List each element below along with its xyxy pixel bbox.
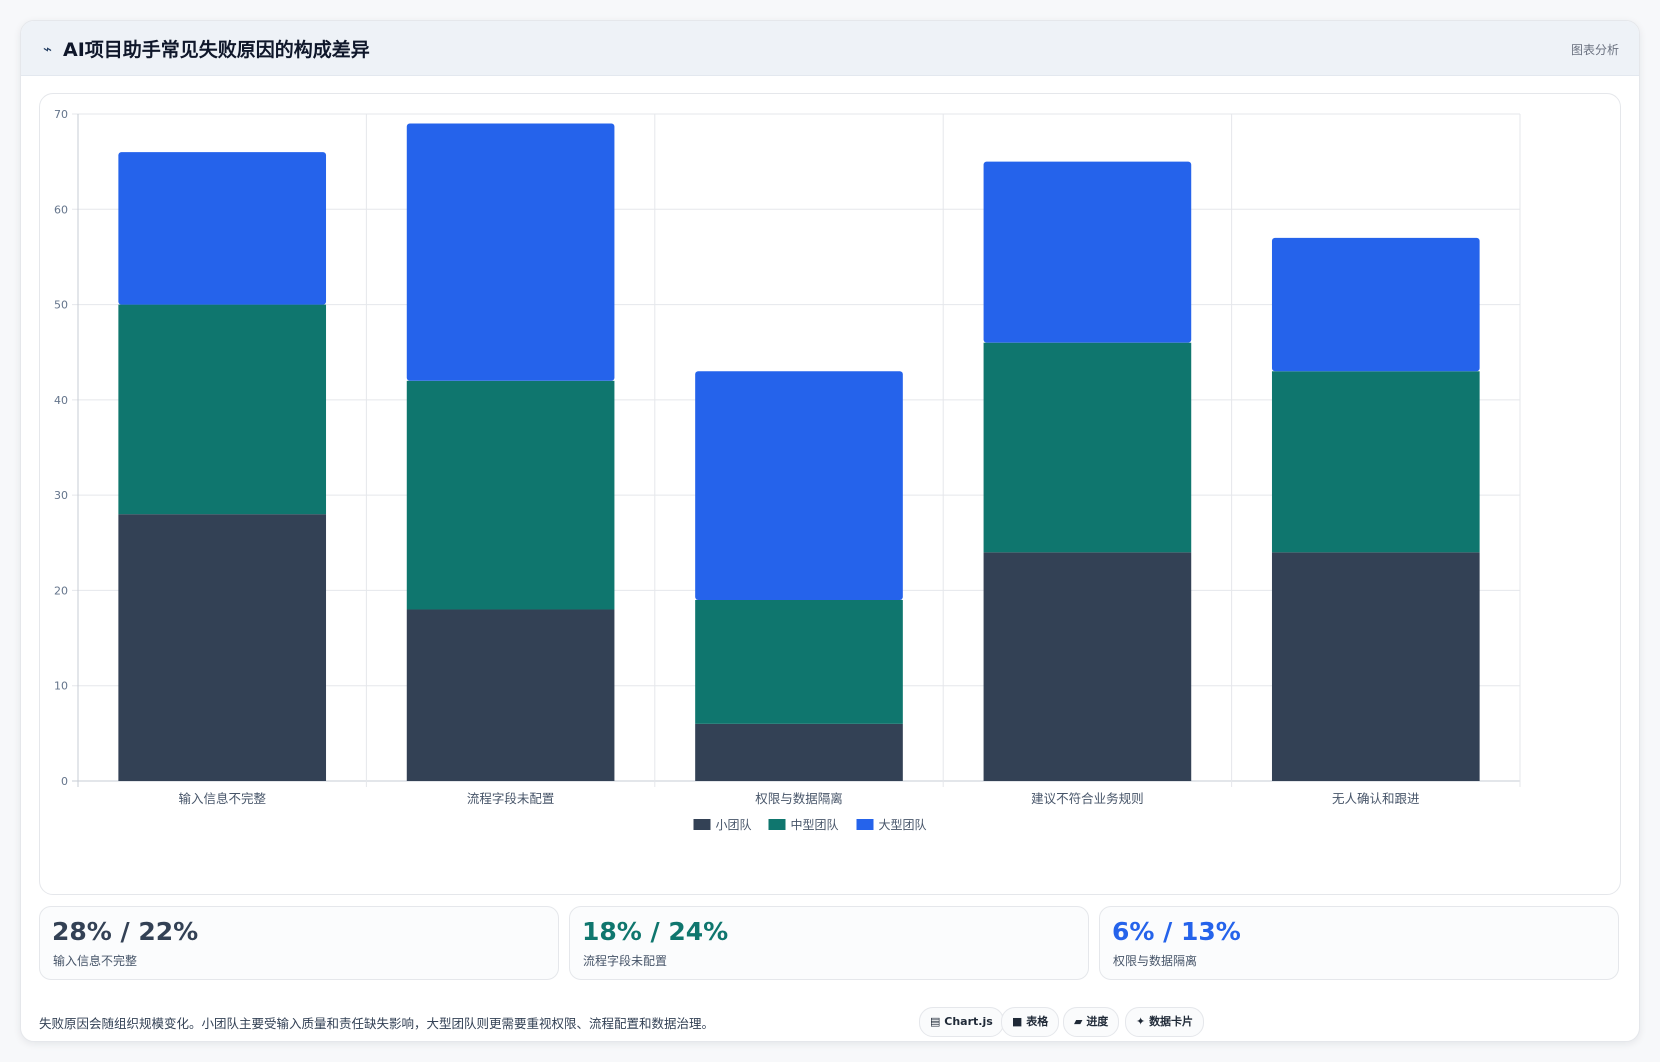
- bar-segment: [983, 161, 1192, 343]
- bar-segment: [406, 380, 615, 610]
- y-tick-label: 20: [54, 584, 68, 597]
- chip-progress[interactable]: ▰ 进度: [1063, 1007, 1120, 1037]
- table-icon: ■: [1012, 1015, 1023, 1028]
- chip-chartjs[interactable]: ▤ Chart.js: [919, 1007, 1004, 1037]
- stat-value: 18% / 24%: [582, 917, 729, 946]
- chart-panel: 0 10 20 30 40 50 60 70 输入信息不完整 流程字段未配置 权限与数据隔离 建议不符…: [39, 93, 1621, 895]
- chip-table[interactable]: ■ 表格: [1001, 1007, 1060, 1037]
- legend-label: 大型团队: [879, 817, 927, 832]
- legend-swatch: [856, 819, 874, 830]
- stat-card: 28% / 22% 输入信息不完整: [39, 906, 559, 980]
- bar-segment: [406, 609, 615, 781]
- chart-icon: ▤: [930, 1015, 941, 1028]
- footer-note: 失败原因会随组织规模变化。小团队主要受输入质量和责任缺失影响，大型团队则更需要重…: [39, 1016, 715, 1031]
- chart-card: ⌁ AI项目助手常见失败原因的构成差异 图表分析 0 10 20 30 40 50 60 70…: [20, 20, 1640, 1042]
- page-title: AI项目助手常见失败原因的构成差异: [63, 39, 370, 61]
- x-tick-label: 权限与数据隔离: [755, 791, 843, 806]
- bar-segment: [118, 514, 327, 781]
- stat-card: 6% / 13% 权限与数据隔离: [1099, 906, 1619, 980]
- bar-segment: [1271, 371, 1480, 553]
- bar-segment: [1271, 237, 1480, 372]
- bar-segment: [695, 371, 903, 600]
- bar-segment: [695, 723, 903, 781]
- y-tick-label: 40: [54, 394, 68, 407]
- stat-card: 18% / 24% 流程字段未配置: [569, 906, 1089, 980]
- bar-segment: [983, 552, 1192, 781]
- stat-value: 6% / 13%: [1112, 917, 1241, 946]
- chip-data-card[interactable]: ✦ 数据卡片: [1125, 1007, 1205, 1037]
- stacked-bar-chart: 0 10 20 30 40 50 60 70 输入信息不完整 流程字段未配置 权限与数据隔离 建议不符…: [54, 108, 1521, 832]
- x-tick-label: 无人确认和跟进: [1332, 791, 1420, 806]
- x-tick-label: 输入信息不完整: [178, 791, 266, 806]
- x-tick-label: 流程字段未配置: [467, 791, 555, 806]
- bar-segment: [983, 342, 1192, 553]
- bar-segment: [118, 304, 327, 515]
- y-tick-label: 60: [54, 203, 68, 216]
- bar-segment: [406, 123, 615, 381]
- y-tick-label: 30: [54, 489, 68, 502]
- chart-analysis-label[interactable]: 图表分析: [1570, 43, 1619, 57]
- x-tick-label: 建议不符合业务规则: [1031, 791, 1144, 806]
- chip-label: 数据卡片: [1149, 1015, 1194, 1028]
- y-tick-label: 0: [61, 775, 68, 788]
- legend-swatch: [693, 819, 711, 830]
- stat-value: 28% / 22%: [52, 917, 199, 946]
- y-tick-label: 50: [54, 299, 68, 312]
- bar-segment: [695, 599, 903, 724]
- stat-label: 权限与数据隔离: [1113, 954, 1198, 968]
- stat-label: 流程字段未配置: [583, 954, 668, 968]
- chip-label: Chart.js: [944, 1015, 993, 1028]
- chip-label: 表格: [1026, 1015, 1049, 1028]
- stat-label: 输入信息不完整: [53, 954, 138, 968]
- card-header: ⌁ AI项目助手常见失败原因的构成差异 图表分析: [21, 21, 1639, 76]
- progress-icon: ▰: [1074, 1015, 1083, 1028]
- bar-segment: [118, 152, 327, 305]
- y-tick-label: 10: [54, 680, 68, 693]
- chip-label: 进度: [1086, 1015, 1109, 1028]
- sparkle-icon: ✦: [1136, 1015, 1146, 1028]
- legend-swatch: [768, 819, 786, 830]
- legend-label: 中型团队: [791, 817, 839, 832]
- y-tick-label: 70: [54, 108, 68, 121]
- legend-label: 小团队: [716, 817, 752, 832]
- bar-segment: [1271, 552, 1480, 781]
- pulse-icon: ⌁: [43, 40, 53, 58]
